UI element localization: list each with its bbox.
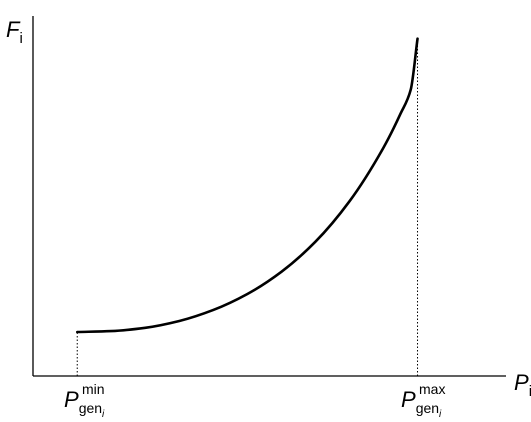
tick-min-base: P: [64, 387, 79, 412]
cost-curve-line: [77, 39, 417, 332]
tick-max-base: P: [401, 387, 416, 412]
tick-min-sub: gen: [79, 400, 102, 416]
tick-max-sub: gen: [416, 400, 439, 416]
tick-min-sup: min: [82, 381, 105, 397]
tick-label-max-sup: max: [419, 381, 445, 397]
tick-label-min-sup: min: [82, 381, 105, 397]
y-axis-label-subscript: i: [19, 30, 22, 47]
tick-min-subsub: i: [102, 409, 105, 420]
tick-max-subsub: i: [439, 409, 442, 420]
y-axis-label: Fi: [6, 17, 23, 47]
plot-area: [33, 16, 506, 376]
x-axis-label-base: P: [514, 370, 529, 395]
x-axis-label: Pi: [514, 370, 531, 400]
tick-max-sup: max: [419, 381, 445, 397]
